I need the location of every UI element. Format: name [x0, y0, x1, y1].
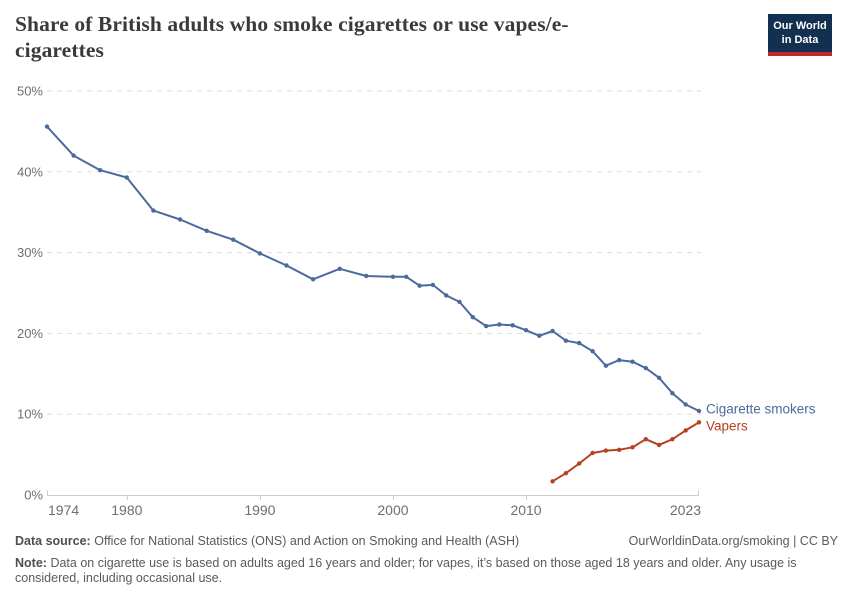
data-point-vapers-2023 — [696, 420, 702, 425]
data-point-vapers-2021 — [670, 437, 675, 442]
x-tick-label-1990: 1990 — [244, 502, 275, 518]
data-point-vapers-2019 — [643, 437, 648, 442]
data-source-text: Office for National Statistics (ONS) and… — [94, 534, 520, 548]
data-point-cigarette-smokers-2000 — [390, 274, 396, 279]
data-point-cigarette-smokers-2022 — [683, 402, 688, 407]
note-label: Note: — [15, 555, 47, 570]
data-point-cigarette-smokers-2004 — [444, 293, 449, 298]
y-tick-label-0%: 0% — [24, 488, 43, 503]
data-point-cigarette-smokers-2005 — [457, 299, 462, 305]
data-source-label: Data source: — [15, 534, 91, 548]
x-tick-label-1974: 1974 — [48, 502, 79, 518]
data-point-vapers-2012 — [550, 479, 555, 484]
series-label-cigarette-smokers[interactable]: Cigarette smokers — [706, 401, 816, 416]
chart-title: Share of British adults who smoke cigare… — [15, 12, 569, 62]
data-point-vapers-2018 — [630, 445, 635, 450]
data-point-cigarette-smokers-2006 — [470, 315, 475, 320]
data-point-cigarette-smokers-2015 — [590, 349, 595, 354]
data-point-cigarette-smokers-2012 — [550, 328, 555, 334]
data-point-cigarette-smokers-2021 — [670, 391, 675, 396]
note-line: Note: Data on cigarette use is based on … — [15, 556, 833, 587]
data-point-cigarette-smokers-2019 — [643, 365, 648, 371]
x-tick-label-2023: 2023 — [670, 502, 701, 518]
data-point-cigarette-smokers-2009 — [510, 323, 515, 328]
data-point-vapers-2020 — [656, 442, 662, 448]
data-source-line: Data source: Office for National Statist… — [15, 534, 519, 550]
data-point-cigarette-smokers-1988 — [231, 237, 236, 242]
data-point-vapers-2022 — [683, 428, 688, 433]
data-point-vapers-2014 — [577, 461, 582, 466]
data-point-cigarette-smokers-1994 — [310, 277, 316, 282]
data-point-cigarette-smokers-2007 — [483, 323, 489, 329]
data-point-cigarette-smokers-2008 — [497, 322, 502, 327]
data-point-cigarette-smokers-1976 — [71, 153, 76, 158]
data-point-cigarette-smokers-1984 — [177, 217, 183, 222]
y-tick-label-20%: 20% — [17, 326, 43, 341]
chart-svg: 0% 10% 20% 30% 40% 50% 1974 1980 1990 2000 2010 202… — [17, 84, 816, 519]
x-tick-label-2000: 2000 — [377, 502, 408, 518]
data-point-cigarette-smokers-2003 — [430, 282, 436, 288]
x-tick-label-1980: 1980 — [111, 502, 142, 518]
data-point-cigarette-smokers-2011 — [537, 333, 542, 338]
data-point-cigarette-smokers-1996 — [337, 266, 342, 271]
data-point-cigarette-smokers-1978 — [98, 168, 103, 173]
y-tick-label-50%: 50% — [17, 84, 43, 99]
y-tick-label-30%: 30% — [17, 245, 43, 260]
y-tick-label-40%: 40% — [17, 164, 43, 179]
data-point-cigarette-smokers-2020 — [656, 375, 662, 380]
owid-logo-line1: Our World — [773, 20, 827, 32]
data-point-cigarette-smokers-1992 — [284, 263, 289, 268]
owid-logo-line2: in Data — [781, 34, 819, 47]
x-tick-label-2010: 2010 — [510, 502, 541, 518]
data-point-vapers-2015 — [590, 450, 595, 456]
chart-footer: Data source: Office for National Statist… — [15, 534, 838, 587]
owid-cc-link[interactable]: OurWorldinData.org/smoking | CC BY — [628, 534, 838, 548]
series-line-cigarette-smokers — [46, 125, 700, 412]
data-point-cigarette-smokers-1974 — [44, 124, 50, 129]
data-point-cigarette-smokers-1980 — [124, 175, 129, 180]
note-text: Data on cigarette use is based on adults… — [15, 555, 797, 586]
data-point-cigarette-smokers-2017 — [617, 357, 622, 363]
data-point-cigarette-smokers-2014 — [577, 340, 582, 346]
data-point-cigarette-smokers-1982 — [151, 208, 156, 213]
data-point-cigarette-smokers-1998 — [364, 273, 369, 279]
data-point-cigarette-smokers-2013 — [563, 338, 569, 343]
data-point-cigarette-smokers-2001 — [404, 274, 409, 279]
data-point-vapers-2016 — [603, 448, 609, 453]
y-tick-label-10%: 10% — [17, 407, 43, 422]
data-point-cigarette-smokers-2018 — [630, 359, 635, 364]
data-point-cigarette-smokers-2002 — [417, 283, 422, 288]
data-point-cigarette-smokers-2023 — [696, 408, 702, 414]
series-line-vapers — [551, 421, 700, 483]
data-point-vapers-2013 — [563, 471, 569, 476]
data-point-cigarette-smokers-2016 — [603, 363, 609, 368]
series-label-vapers[interactable]: Vapers — [706, 418, 748, 433]
data-point-cigarette-smokers-2010 — [523, 328, 529, 333]
data-point-cigarette-smokers-1986 — [204, 228, 209, 233]
owid-logo: Our World in Data — [768, 14, 832, 56]
data-point-cigarette-smokers-1990 — [257, 251, 263, 256]
data-point-vapers-2017 — [617, 447, 622, 452]
